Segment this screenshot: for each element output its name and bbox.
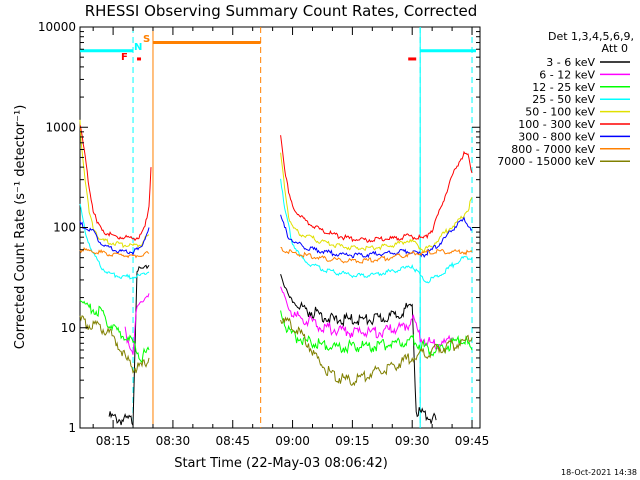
x-tick-label: 09:30 bbox=[395, 434, 430, 448]
y-axis: 1 10 100 1000 10000 bbox=[38, 20, 480, 435]
timestamp: 18-Oct-2021 14:38 bbox=[561, 468, 637, 477]
legend-label: 100 - 300 keV bbox=[518, 118, 595, 131]
legend-label: 12 - 25 keV bbox=[532, 81, 595, 94]
chart-title: RHESSI Observing Summary Count Rates, Co… bbox=[85, 2, 478, 20]
series-line-25-50-kev bbox=[79, 203, 150, 280]
y-tick-label: 1000 bbox=[45, 120, 76, 134]
series-line-25-50-kev bbox=[280, 178, 473, 284]
x-tick-label: 08:45 bbox=[215, 434, 250, 448]
orbit-marker-f: F bbox=[121, 52, 128, 63]
series-line-50-100-kev bbox=[280, 152, 473, 253]
series-line-50-100-kev bbox=[79, 119, 150, 249]
orbit-markers: FNS bbox=[121, 34, 150, 63]
x-tick-label: 08:30 bbox=[156, 434, 191, 448]
series-line-300-800-kev bbox=[280, 214, 473, 259]
y-tick-label: 1 bbox=[68, 421, 76, 435]
series-line-300-800-kev bbox=[79, 221, 150, 256]
x-tick-label: 09:15 bbox=[335, 434, 370, 448]
legend-label: 800 - 7000 keV bbox=[511, 143, 595, 156]
x-tick-label: 09:00 bbox=[275, 434, 310, 448]
series-line-12-25-kev bbox=[280, 310, 473, 357]
x-tick-label: 09:45 bbox=[455, 434, 490, 448]
series-line-12-25-kev bbox=[79, 299, 150, 364]
y-tick-label: 10000 bbox=[38, 20, 76, 34]
orbit-marker-s: S bbox=[143, 34, 150, 45]
series-line-100-300-kev bbox=[280, 135, 473, 243]
series-line-6-12-kev bbox=[124, 293, 150, 355]
x-axis: 08:15 08:30 08:45 09:00 09:15 09:30 09:45 bbox=[92, 27, 490, 448]
y-axis-label: Corrected Count Rate (s⁻¹ detector⁻¹) bbox=[13, 105, 28, 350]
series-line-3-6-kev bbox=[280, 274, 437, 424]
series-line-100-300-kev bbox=[79, 125, 152, 242]
orbit-marker-n: N bbox=[134, 42, 142, 53]
series-line-3-6-kev bbox=[108, 264, 150, 428]
x-axis-label: Start Time (22-May-03 08:06:42) bbox=[174, 456, 388, 471]
series-layer bbox=[79, 119, 473, 428]
series-line-7000-15000-kev bbox=[79, 315, 150, 374]
legend-label: 300 - 800 keV bbox=[518, 130, 595, 143]
legend-label: 50 - 100 keV bbox=[525, 106, 595, 119]
series-line-800-7000-kev bbox=[280, 246, 473, 264]
legend-label: 7000 - 15000 keV bbox=[497, 155, 595, 168]
plot-area bbox=[79, 26, 481, 429]
y-tick-label: 10 bbox=[61, 321, 76, 335]
legend-label: 25 - 50 keV bbox=[532, 93, 595, 106]
legend-header-detectors: Det 1,3,4,5,6,9, bbox=[548, 30, 634, 43]
series-line-800-7000-kev bbox=[79, 246, 150, 259]
x-tick-label: 08:15 bbox=[96, 434, 131, 448]
series-line-7000-15000-kev bbox=[280, 316, 473, 387]
y-tick-label: 100 bbox=[53, 221, 76, 235]
orbit-guides bbox=[80, 27, 477, 428]
legend-label: 3 - 6 keV bbox=[546, 56, 595, 69]
legend-header-attenuator: Att 0 bbox=[602, 42, 628, 55]
legend-label: 6 - 12 keV bbox=[539, 68, 595, 81]
